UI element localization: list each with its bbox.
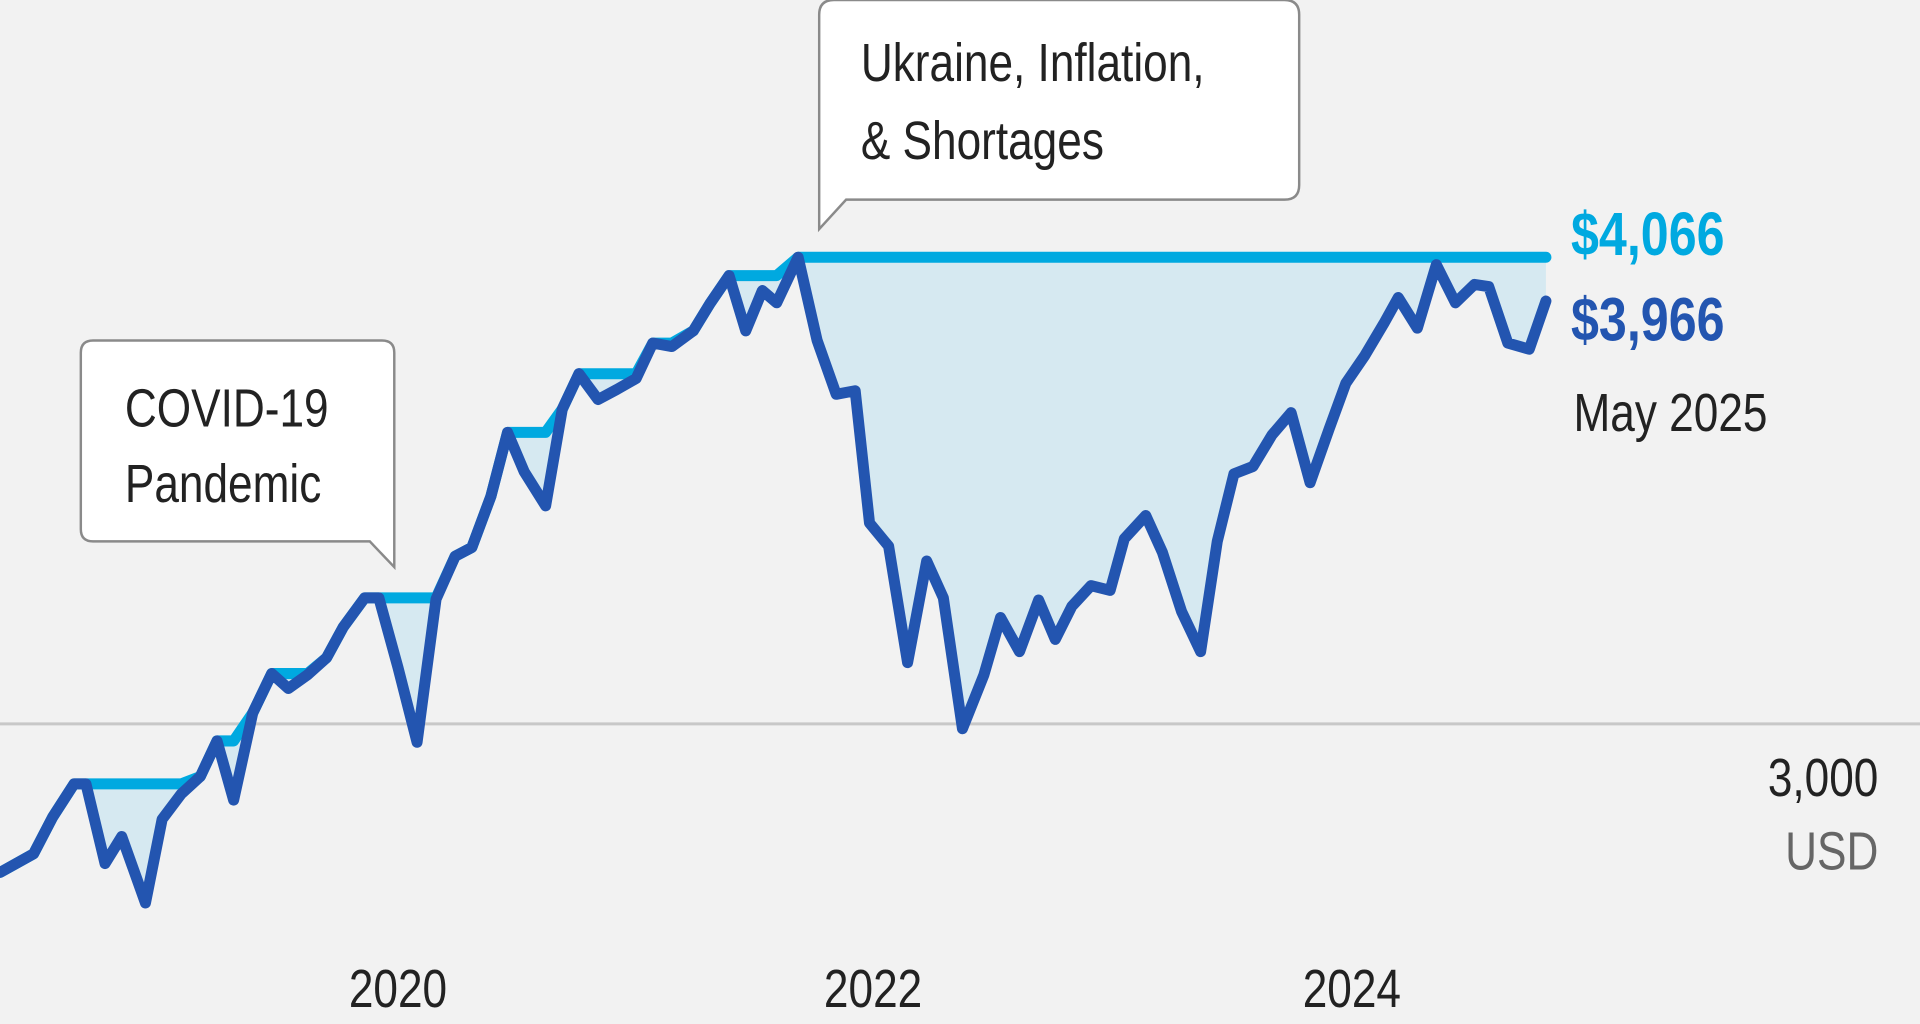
x-tick-2022: 2022 [824, 959, 922, 1019]
callout-covid-box [79, 339, 396, 571]
drawdown-area [0, 257, 1546, 903]
y-unit-label: USD [1785, 822, 1878, 882]
current-value-label: $3,966 [1571, 285, 1725, 354]
y-tick-3000: 3,000 [1768, 748, 1879, 808]
x-tick-2020: 2020 [349, 959, 447, 1019]
x-tick-2024: 2024 [1303, 959, 1401, 1019]
callout-covid-line-2: Pandemic [125, 454, 321, 514]
callout-ukraine-line-2: & Shortages [861, 111, 1104, 171]
callout-covid: COVID-19 Pandemic [79, 339, 396, 571]
callout-ukraine: Ukraine, Inflation, & Shortages [817, 0, 1301, 233]
data-points [0, 257, 1547, 904]
peak-value-label: $4,066 [1571, 199, 1725, 268]
callout-ukraine-box [817, 0, 1301, 233]
callout-ukraine-line-1: Ukraine, Inflation, [861, 33, 1205, 93]
callout-covid-line-1: COVID-19 [125, 378, 329, 438]
current-date-label: May 2025 [1573, 383, 1767, 443]
